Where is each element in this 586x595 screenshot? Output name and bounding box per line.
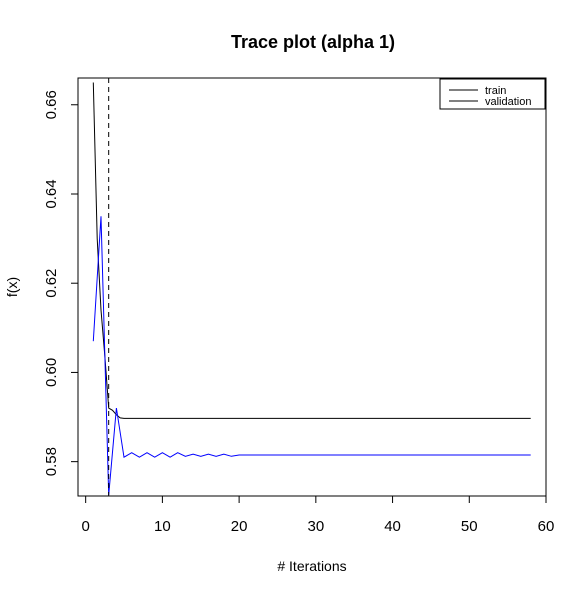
plot-frame bbox=[77, 77, 547, 497]
y-tick-label: 0.60 bbox=[43, 358, 60, 387]
legend-validation-label: validation bbox=[485, 96, 531, 108]
x-tick-label: 0 bbox=[82, 518, 90, 535]
y-tick-label: 0.66 bbox=[43, 90, 60, 119]
series-line-train bbox=[92, 82, 531, 419]
x-axis: 0 10 20 30 40 50 60 bbox=[82, 496, 555, 535]
legend: train validation bbox=[439, 78, 546, 110]
legend-train-label: train bbox=[485, 85, 506, 97]
x-tick-label: 50 bbox=[461, 518, 478, 535]
legend-box bbox=[439, 78, 546, 110]
y-axis-label: f(x) bbox=[4, 277, 20, 297]
x-tick-label: 20 bbox=[231, 518, 248, 535]
y-tick-label: 0.58 bbox=[43, 447, 60, 476]
x-tick-label: 40 bbox=[384, 518, 401, 535]
y-tick-label: 0.64 bbox=[43, 179, 60, 208]
x-tick-label: 30 bbox=[307, 518, 324, 535]
x-axis-label: # Iterations bbox=[277, 558, 346, 574]
x-tick-label: 10 bbox=[154, 518, 171, 535]
x-tick-label: 60 bbox=[538, 518, 555, 535]
series-layer bbox=[92, 82, 531, 496]
y-tick-label: 0.62 bbox=[43, 269, 60, 298]
chart-title: Trace plot (alpha 1) bbox=[231, 32, 395, 52]
y-axis: 0.58 0.60 0.62 0.64 0.66 bbox=[43, 90, 78, 476]
series-line-validation bbox=[92, 216, 531, 496]
